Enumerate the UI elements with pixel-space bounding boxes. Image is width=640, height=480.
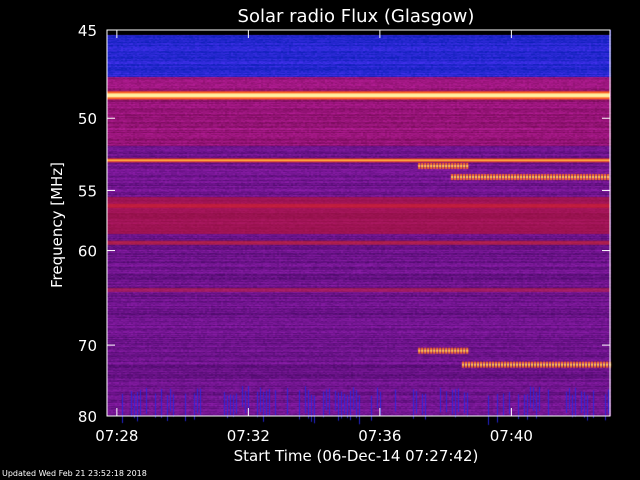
y-tick-label: 50 [78, 110, 97, 128]
y-tick-label: 55 [78, 182, 97, 200]
x-axis: 07:28 07:32 07:36 07:40 [95, 30, 533, 445]
y-tick-label: 45 [78, 22, 97, 40]
x-tick-label: 07:40 [490, 427, 533, 445]
x-tick-label: 07:36 [358, 427, 401, 445]
y-tick-label: 60 [78, 243, 97, 261]
y-tick-label: 80 [78, 408, 97, 426]
y-axis-title: Frequency [MHz] [48, 162, 66, 288]
y-tick-label: 70 [78, 337, 97, 355]
plot-frame [106, 29, 611, 417]
y-axis: 45 50 55 60 70 80 [78, 22, 611, 426]
x-axis-title: Start Time (06-Dec-14 07:27:42) [234, 447, 479, 465]
chart-title: Solar radio Flux (Glasgow) [238, 6, 475, 27]
x-tick-label: 07:28 [95, 427, 138, 445]
x-tick-label: 07:32 [227, 427, 270, 445]
updated-timestamp: Updated Wed Feb 21 23:52:18 2018 [2, 469, 147, 478]
